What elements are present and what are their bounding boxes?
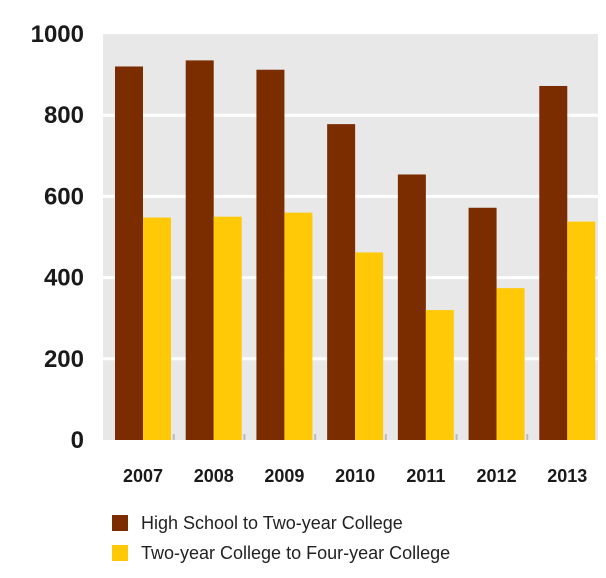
bar-series-1-2012 [468,207,497,440]
x-tick-label: 2013 [547,466,587,486]
bar-series-1-2013 [539,85,568,440]
y-tick-label: 0 [71,427,84,454]
legend-swatch-series-1 [112,515,128,531]
x-tick-label: 2010 [335,466,375,486]
bar-series-1-2009 [256,69,285,440]
x-tick-label: 2007 [123,466,163,486]
legend-label-series-1: High School to Two-year College [141,512,403,533]
legend: High School to Two-year College Two-year… [112,512,450,572]
legend-swatch-series-2 [112,545,128,561]
y-tick-label: 800 [44,102,84,129]
bar-series-2-2011 [425,310,454,440]
bar-series-1-2007 [115,66,143,440]
x-axis-ticks: 2007 2008 2009 2010 2011 2012 2013 [123,466,587,486]
bar-series-1-2011 [397,174,426,440]
y-tick-label: 600 [44,183,84,210]
legend-item-series-1: High School to Two-year College [112,512,450,534]
bar-series-2-2013 [567,221,596,440]
legend-label-series-2: Two-year College to Four-year College [141,542,451,563]
x-tick-label: 2009 [264,466,304,486]
y-tick-label: 200 [44,346,84,373]
bar-series-1-2008 [185,60,214,440]
bar-series-2-2009 [284,212,313,440]
x-tick-label: 2012 [477,466,517,486]
bar-series-2-2008 [213,216,242,440]
y-tick-label: 400 [44,265,84,292]
bar-series-1-2010 [327,124,356,440]
x-tick-label: 2011 [406,466,445,486]
y-axis-ticks: 0 200 400 600 800 1000 [31,21,84,454]
bar-series-2-2012 [496,288,525,440]
legend-item-series-2: Two-year College to Four-year College [112,542,450,564]
bar-series-2-2007 [143,217,171,440]
x-tick-label: 2008 [194,466,234,486]
y-tick-label: 1000 [31,21,84,48]
bar-series-2-2010 [355,252,384,440]
bars [115,60,596,440]
